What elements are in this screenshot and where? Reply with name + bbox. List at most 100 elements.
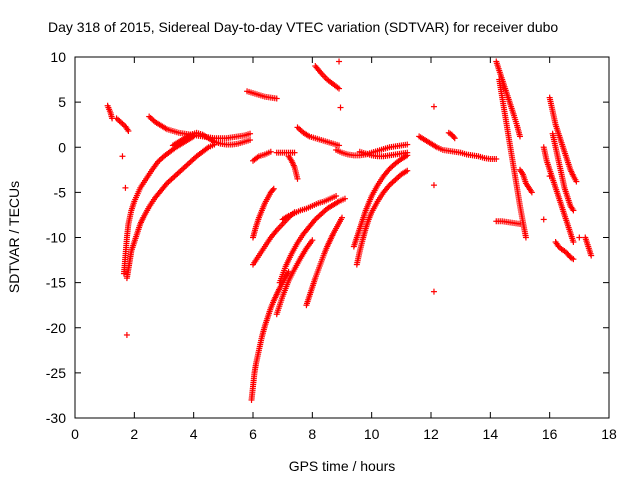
data-point — [186, 160, 193, 167]
data-point — [122, 184, 129, 191]
data-point — [339, 214, 345, 221]
data-point — [125, 128, 132, 135]
x-tick-label: 12 — [423, 426, 439, 442]
data-point — [546, 173, 553, 180]
data-point — [116, 118, 123, 125]
data-point — [189, 157, 196, 164]
x-axis-label: GPS time / hours — [289, 458, 396, 474]
data-point — [528, 189, 535, 196]
data-point — [588, 252, 595, 259]
y-tick-label: -10 — [46, 230, 66, 246]
data-point — [247, 130, 254, 137]
chart-title: Day 318 of 2015, Sidereal Day-to-day VTE… — [48, 19, 558, 35]
data-point — [269, 186, 276, 193]
data-point — [573, 178, 580, 185]
data-point — [395, 174, 402, 181]
data-point — [187, 158, 194, 165]
data-point — [404, 167, 411, 174]
y-tick-label: -15 — [46, 275, 66, 291]
data-point — [522, 234, 529, 241]
data-point — [171, 173, 178, 180]
x-tick-label: 10 — [364, 426, 380, 442]
data-point — [146, 113, 153, 120]
data-point — [341, 195, 348, 202]
data-point — [319, 209, 326, 216]
data-point — [404, 141, 411, 148]
data-point — [177, 168, 184, 175]
data-point — [166, 177, 173, 184]
data-point — [178, 166, 185, 173]
x-tick-label: 4 — [190, 426, 198, 442]
data-point — [119, 153, 126, 160]
y-axis-label: SDTVAR / TECUs — [6, 181, 22, 293]
data-point — [180, 165, 187, 172]
x-tick-label: 6 — [249, 426, 257, 442]
data-point — [309, 237, 316, 244]
data-point — [175, 169, 182, 176]
data-point — [570, 239, 577, 246]
x-tick-label: 8 — [308, 426, 316, 442]
y-tick-label: -25 — [46, 365, 66, 381]
x-tick-label: 16 — [542, 426, 558, 442]
data-point — [450, 134, 457, 141]
data-point — [315, 213, 322, 220]
data-point — [247, 137, 254, 144]
y-tick-label: -5 — [54, 184, 67, 200]
data-point — [336, 142, 343, 149]
data-point — [190, 155, 197, 162]
data-point — [295, 125, 302, 132]
x-axis-ticks: 0 2 4 6 8 10 12 14 16 18 — [71, 57, 617, 442]
data-point — [493, 155, 500, 162]
data-point — [316, 212, 323, 219]
y-tick-label: 0 — [58, 139, 66, 155]
data-point — [393, 175, 400, 182]
data-point — [169, 174, 176, 181]
data-point — [285, 268, 292, 275]
y-axis-ticks: 10 5 0 -5 -10 -15 -20 -25 -30 — [46, 49, 609, 426]
data-point — [517, 220, 523, 227]
data-point — [119, 120, 126, 127]
data-point — [181, 164, 188, 171]
data-point — [337, 104, 344, 111]
data-point — [291, 149, 298, 156]
data-point — [294, 124, 301, 131]
x-tick-label: 0 — [71, 426, 79, 442]
data-point — [451, 135, 458, 142]
data-point — [115, 116, 122, 123]
data-point — [172, 172, 179, 179]
data-point — [270, 185, 277, 192]
y-tick-label: -20 — [46, 320, 66, 336]
data-point — [517, 133, 523, 140]
data-point — [174, 170, 181, 177]
data-point — [158, 155, 165, 162]
data-point — [147, 114, 154, 121]
data-point — [570, 256, 577, 263]
data-point — [430, 288, 437, 295]
data-point — [390, 178, 397, 185]
data-point — [297, 127, 304, 134]
x-tick-label: 14 — [483, 426, 499, 442]
x-tick-label: 18 — [601, 426, 617, 442]
data-point — [168, 176, 175, 183]
data-point — [294, 175, 301, 182]
data-point — [273, 95, 280, 102]
data-point — [123, 331, 130, 338]
data-point — [149, 116, 156, 123]
data-point — [321, 208, 328, 215]
data-point — [392, 176, 399, 183]
data-point — [117, 119, 124, 126]
data-point — [576, 234, 583, 241]
y-tick-label: 10 — [50, 49, 66, 65]
x-tick-label: 2 — [130, 426, 138, 442]
data-point — [336, 58, 343, 65]
data-points — [104, 58, 595, 403]
data-point — [404, 149, 411, 156]
data-point — [389, 163, 396, 170]
data-point — [336, 85, 343, 92]
data-point — [318, 211, 325, 218]
data-point — [540, 216, 547, 223]
data-point — [183, 162, 190, 169]
data-point — [570, 207, 577, 214]
data-point — [267, 148, 274, 155]
